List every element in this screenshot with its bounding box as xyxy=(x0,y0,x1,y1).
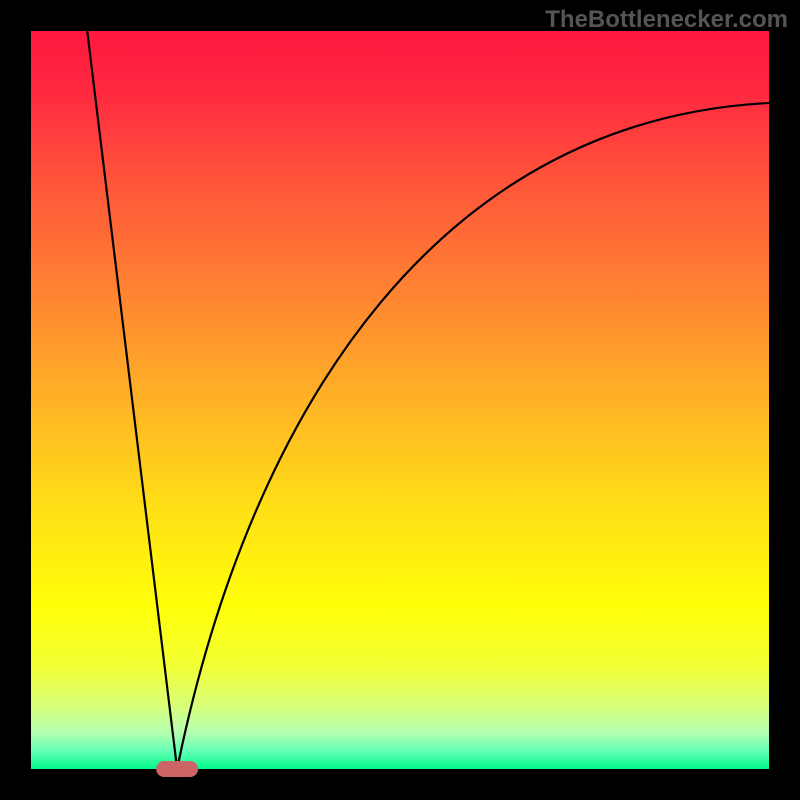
watermark-text: TheBottlenecker.com xyxy=(545,6,788,34)
bottleneck-chart: TheBottlenecker.com xyxy=(0,0,800,800)
chart-canvas xyxy=(0,0,800,800)
optimal-zone-marker xyxy=(156,761,198,777)
plot-area-gradient xyxy=(31,31,769,769)
